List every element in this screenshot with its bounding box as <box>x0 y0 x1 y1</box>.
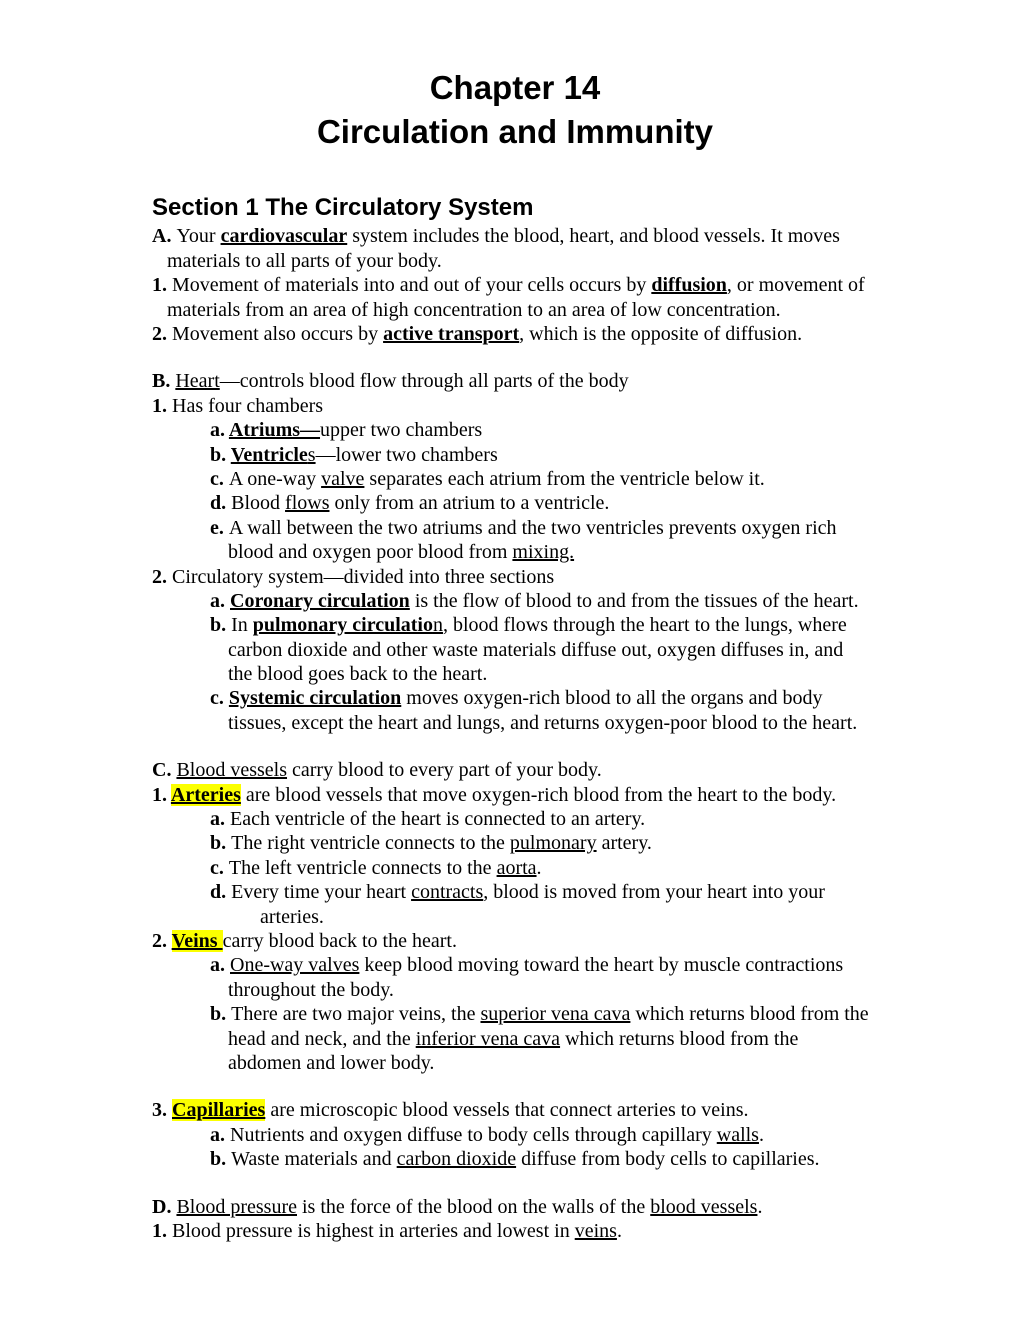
label: a. <box>210 954 230 976</box>
item-B1a: a. Atriums—upper two chambers <box>152 418 878 442</box>
item-B1e-cont: blood and oxygen poor blood from mixing. <box>152 540 878 564</box>
label: D. <box>152 1196 176 1218</box>
item-C3: 3. Capillaries are microscopic blood ves… <box>152 1098 878 1122</box>
item-B2a: a. Coronary circulation is the flow of b… <box>152 589 878 613</box>
item-C2b-c1: head and neck, and the inferior vena cav… <box>152 1027 878 1051</box>
label: e. <box>210 517 229 539</box>
item-C2b: b. There are two major veins, the superi… <box>152 1002 878 1026</box>
item-C1b: b. The right ventricle connects to the p… <box>152 831 878 855</box>
item-C2: 2. Veins carry blood back to the heart. <box>152 929 878 953</box>
label: 2. <box>152 323 172 345</box>
item-C3b: b. Waste materials and carbon dioxide di… <box>152 1147 878 1171</box>
item-D1: 1. Blood pressure is highest in arteries… <box>152 1219 878 1243</box>
label: b. <box>210 444 231 466</box>
chapter-title: Chapter 14 Circulation and Immunity <box>152 66 878 154</box>
title-line-2: Circulation and Immunity <box>152 110 878 154</box>
item-B2c-c1: tissues, except the heart and lungs, and… <box>152 711 878 735</box>
item-C2a-c: throughout the body. <box>152 978 878 1002</box>
item-B1e: e. A wall between the two atriums and th… <box>152 516 878 540</box>
body-text: A. Your cardiovascular system includes t… <box>152 224 878 1243</box>
label: b. <box>210 614 231 636</box>
label: A. <box>152 225 176 247</box>
item-B2c: c. Systemic circulation moves oxygen-ric… <box>152 686 878 710</box>
item-B1c: c. A one-way valve separates each atrium… <box>152 467 878 491</box>
label: a. <box>210 419 229 441</box>
label: a. <box>210 1124 230 1146</box>
label: c. <box>210 687 229 709</box>
item-C1d-c: arteries. <box>152 905 878 929</box>
item-B2: 2. Circulatory system—divided into three… <box>152 565 878 589</box>
item-C1c: c. The left ventricle connects to the ao… <box>152 856 878 880</box>
label: 1. <box>152 395 172 417</box>
label: 2. <box>152 930 172 952</box>
label: 1. <box>152 784 171 806</box>
item-C2a: a. One-way valves keep blood moving towa… <box>152 953 878 977</box>
label: a. <box>210 590 230 612</box>
label: 2. <box>152 566 172 588</box>
label: 1. <box>152 274 172 296</box>
item-B2b-c1: carbon dioxide and other waste materials… <box>152 638 878 662</box>
label: d. <box>210 881 231 903</box>
label: b. <box>210 832 231 854</box>
item-B1b: b. Ventricles—lower two chambers <box>152 443 878 467</box>
item-C1d: d. Every time your heart contracts, bloo… <box>152 880 878 904</box>
item-C1a: a. Each ventricle of the heart is connec… <box>152 807 878 831</box>
section-heading: Section 1 The Circulatory System <box>152 194 878 222</box>
label: C. <box>152 759 176 781</box>
label: c. <box>210 468 229 490</box>
item-C1: 1. Arteries are blood vessels that move … <box>152 783 878 807</box>
item-C2b-c2: abdomen and lower body. <box>152 1051 878 1075</box>
label: c. <box>210 857 229 879</box>
item-B2b-c2: the blood goes back to the heart. <box>152 662 878 686</box>
item-D: D. Blood pressure is the force of the bl… <box>152 1195 878 1219</box>
item-A: A. Your cardiovascular system includes t… <box>152 224 878 248</box>
document-page: Chapter 14 Circulation and Immunity Sect… <box>0 0 1020 1320</box>
item-A1: 1. Movement of materials into and out of… <box>152 273 878 297</box>
item-B: B. Heart—controls blood flow through all… <box>152 369 878 393</box>
item-A2: 2. Movement also occurs by active transp… <box>152 322 878 346</box>
item-A1-cont: materials from an area of high concentra… <box>152 298 878 322</box>
label: b. <box>210 1148 231 1170</box>
title-line-1: Chapter 14 <box>152 66 878 110</box>
item-B1d: d. Blood flows only from an atrium to a … <box>152 491 878 515</box>
item-C: C. Blood vessels carry blood to every pa… <box>152 758 878 782</box>
item-B1: 1. Has four chambers <box>152 394 878 418</box>
label: 1. <box>152 1220 172 1242</box>
item-A-cont: materials to all parts of your body. <box>152 249 878 273</box>
label: a. <box>210 808 230 830</box>
label: b. <box>210 1003 231 1025</box>
label: B. <box>152 370 175 392</box>
label: 3. <box>152 1099 172 1121</box>
item-B2b: b. In pulmonary circulation, blood flows… <box>152 613 878 637</box>
item-C3a: a. Nutrients and oxygen diffuse to body … <box>152 1123 878 1147</box>
label: d. <box>210 492 231 514</box>
